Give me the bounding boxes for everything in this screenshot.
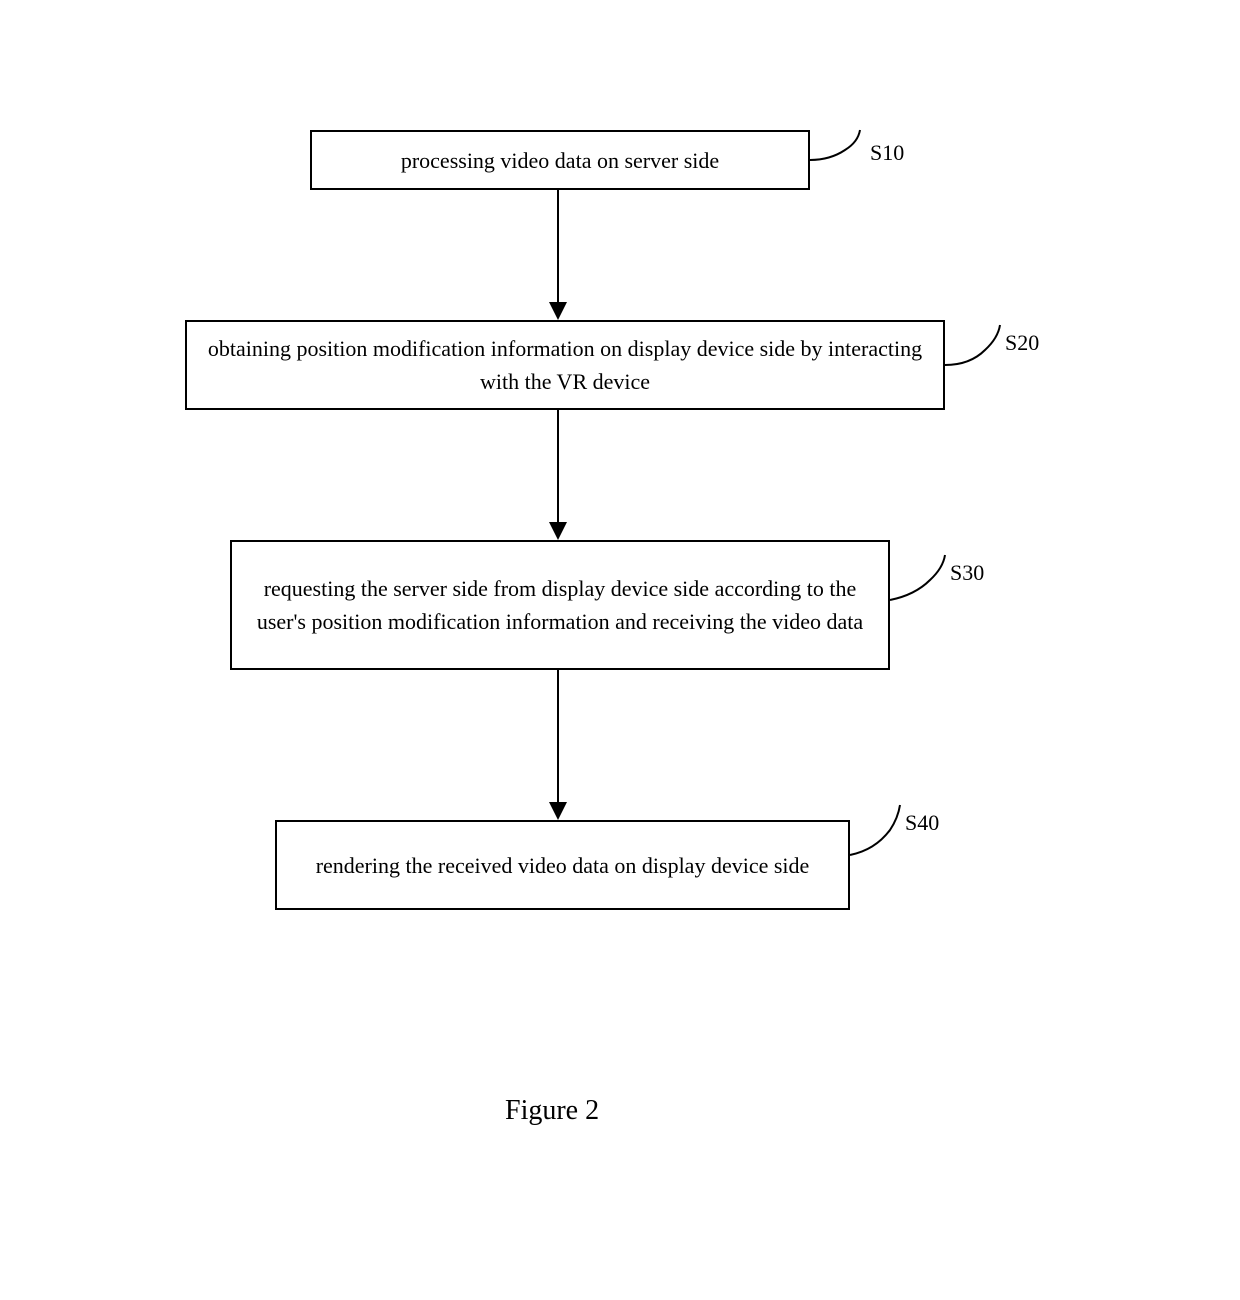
flowchart-container: processing video data on server side S10… [0,0,1240,1300]
flow-step-s10: processing video data on server side [310,130,810,190]
flow-step-s20: obtaining position modification informat… [185,320,945,410]
flow-step-s30: requesting the server side from display … [230,540,890,670]
figure-caption: Figure 2 [505,1095,599,1127]
label-s30: S30 [950,560,984,586]
label-s10: S10 [870,140,904,166]
label-s40: S40 [905,810,939,836]
arrowhead-s30-s40 [549,802,567,820]
arrow-s20-s30 [557,410,559,522]
flow-step-s20-text: obtaining position modification informat… [207,332,923,398]
flow-step-s40: rendering the received video data on dis… [275,820,850,910]
flow-step-s30-text: requesting the server side from display … [252,572,868,638]
arrow-s10-s20 [557,190,559,302]
arrowhead-s20-s30 [549,522,567,540]
label-s20: S20 [1005,330,1039,356]
arrow-s30-s40 [557,670,559,802]
flow-step-s40-text: rendering the received video data on dis… [316,849,810,882]
arrowhead-s10-s20 [549,302,567,320]
flow-step-s10-text: processing video data on server side [401,144,719,177]
